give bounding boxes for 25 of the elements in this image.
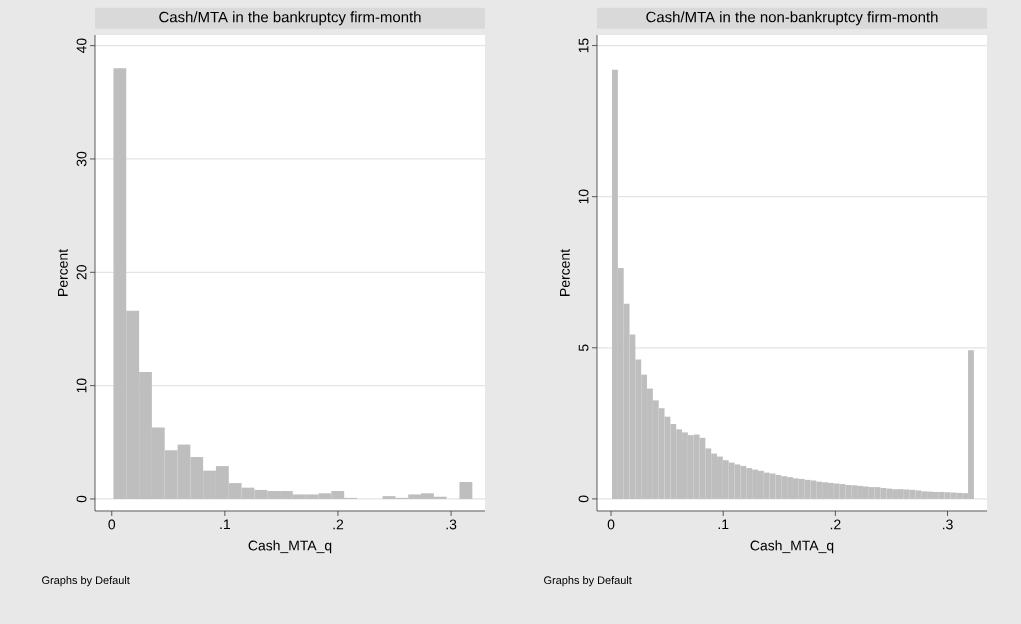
y-tick-label: 10 — [578, 189, 589, 204]
chart-title: Cash/MTA in the non-bankruptcy firm-month — [646, 11, 938, 26]
y-tick-label: 20 — [76, 265, 87, 280]
y-tick-label: 10 — [76, 378, 87, 393]
x-tick-label: 0 — [607, 519, 615, 530]
y-tick-label: 15 — [578, 38, 589, 53]
chart-title: Cash/MTA in the bankruptcy firm-month — [159, 11, 421, 26]
y-axis-title: Percent — [58, 249, 68, 296]
y-axis-title: Percent — [560, 249, 570, 296]
y-tick-label: 0 — [578, 495, 589, 503]
x-tick-label: .1 — [220, 519, 230, 530]
x-tick-label: .3 — [942, 519, 953, 530]
x-axis-title: Cash_MTA_q — [750, 540, 834, 554]
y-tick-label: 40 — [76, 38, 87, 54]
x-axis-title: Cash_MTA_q — [248, 540, 332, 554]
y-tick-label: 5 — [578, 344, 589, 352]
x-tick-label: .1 — [718, 519, 729, 530]
text: Graphs by Default — [42, 576, 130, 587]
y-tick-label: 0 — [76, 495, 87, 503]
x-tick-label: .3 — [446, 519, 457, 530]
x-tick-label: .2 — [830, 519, 841, 530]
x-tick-label: 0 — [108, 519, 116, 530]
text: Graphs by Default — [544, 576, 632, 587]
x-tick-label: .2 — [333, 519, 344, 530]
y-tick-label: 30 — [76, 151, 87, 167]
